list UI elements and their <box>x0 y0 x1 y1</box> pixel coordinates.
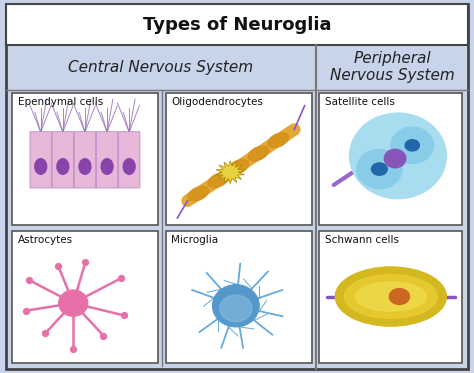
FancyBboxPatch shape <box>118 132 140 188</box>
Point <box>82 259 89 265</box>
Point <box>22 308 29 314</box>
Text: Central Nervous System: Central Nervous System <box>68 60 253 75</box>
Text: Astrocytes: Astrocytes <box>18 235 73 245</box>
FancyBboxPatch shape <box>12 93 158 225</box>
Ellipse shape <box>349 113 447 199</box>
Point <box>120 313 128 319</box>
Ellipse shape <box>101 159 113 174</box>
FancyBboxPatch shape <box>74 132 96 188</box>
Text: Peripheral
Nervous System: Peripheral Nervous System <box>329 51 455 83</box>
Text: Oligodendrocytes: Oligodendrocytes <box>172 97 263 107</box>
Point <box>25 277 33 283</box>
Point <box>100 332 107 338</box>
Ellipse shape <box>268 133 289 148</box>
FancyBboxPatch shape <box>6 4 468 45</box>
Circle shape <box>372 163 387 175</box>
Ellipse shape <box>208 173 228 188</box>
Ellipse shape <box>57 159 69 174</box>
Ellipse shape <box>248 146 269 161</box>
FancyBboxPatch shape <box>166 93 312 225</box>
Ellipse shape <box>188 186 209 201</box>
Ellipse shape <box>355 282 427 311</box>
Text: Schwann cells: Schwann cells <box>325 235 399 245</box>
Ellipse shape <box>391 127 434 164</box>
Point <box>41 330 49 336</box>
Point <box>70 347 77 352</box>
FancyBboxPatch shape <box>30 132 52 188</box>
Ellipse shape <box>335 267 447 326</box>
Polygon shape <box>216 161 245 184</box>
Text: Satellite cells: Satellite cells <box>325 97 395 107</box>
Point <box>55 263 62 269</box>
Point <box>118 275 125 281</box>
Ellipse shape <box>35 159 46 174</box>
FancyBboxPatch shape <box>166 231 312 363</box>
Ellipse shape <box>212 285 259 327</box>
Ellipse shape <box>356 149 402 189</box>
Circle shape <box>405 140 419 151</box>
FancyBboxPatch shape <box>319 231 462 363</box>
Circle shape <box>389 289 410 304</box>
FancyBboxPatch shape <box>52 132 73 188</box>
Ellipse shape <box>228 160 249 174</box>
FancyBboxPatch shape <box>319 93 462 225</box>
Ellipse shape <box>220 295 252 322</box>
Text: Ependymal cells: Ependymal cells <box>18 97 103 107</box>
Ellipse shape <box>345 275 437 318</box>
Text: Types of Neuroglia: Types of Neuroglia <box>143 16 331 34</box>
Ellipse shape <box>79 159 91 174</box>
FancyBboxPatch shape <box>12 231 158 363</box>
Ellipse shape <box>123 159 135 174</box>
Ellipse shape <box>384 149 406 168</box>
FancyBboxPatch shape <box>6 4 468 369</box>
Ellipse shape <box>59 290 88 316</box>
Text: Microglia: Microglia <box>172 235 219 245</box>
FancyBboxPatch shape <box>96 132 118 188</box>
